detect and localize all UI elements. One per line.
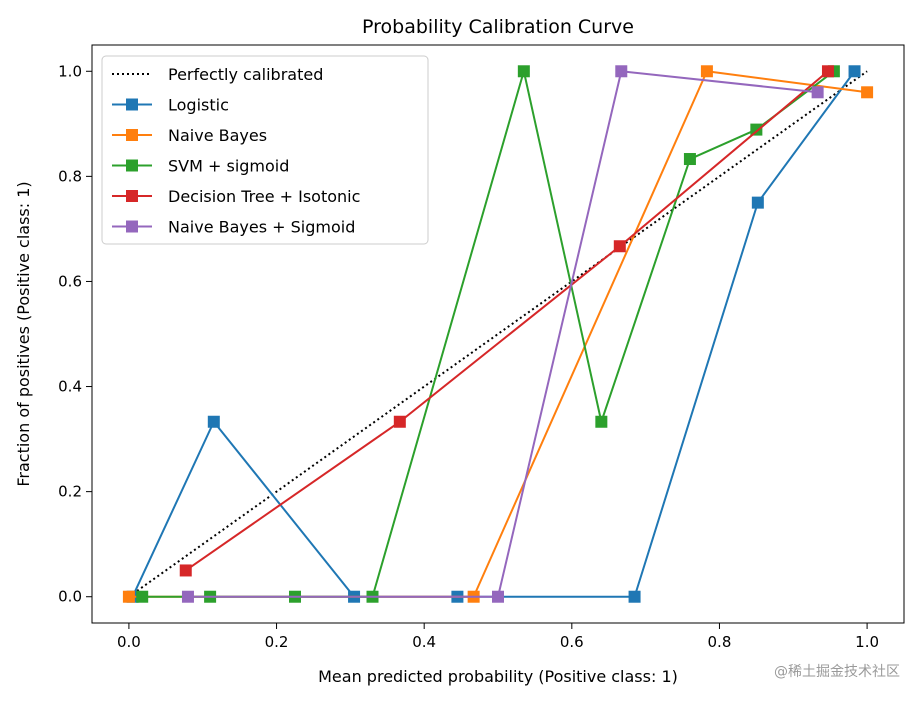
legend-label: SVM + sigmoid (168, 157, 289, 176)
legend-marker (126, 98, 138, 111)
legend-marker (126, 159, 138, 172)
data-point-naive-bayes-sigmoid (811, 86, 824, 99)
legend-label: Logistic (168, 96, 229, 115)
y-tick-label: 0.8 (58, 167, 82, 185)
data-point-svm-sigmoid (517, 65, 530, 78)
legend-box (101, 55, 429, 245)
legend-item-decision-tree-isotonic: Decision Tree + Isotonic (112, 187, 360, 206)
data-point-logistic (848, 65, 861, 78)
x-tick-label: 0.6 (560, 633, 584, 651)
legend-label: Decision Tree + Isotonic (168, 187, 360, 206)
y-tick-label: 0.6 (58, 272, 82, 290)
x-axis-label: Mean predicted probability (Positive cla… (318, 667, 678, 686)
x-tick-label: 1.0 (855, 633, 879, 651)
watermark: @稀土掘金技术社区 (774, 664, 900, 680)
legend-marker (126, 190, 138, 202)
data-point-logistic (751, 196, 764, 209)
data-point-naive-bayes (861, 86, 874, 99)
legend-item-naive-bayes-sigmoid: Naive Bayes + Sigmoid (112, 218, 355, 237)
legend-item-perfectly-calibrated: Perfectly calibrated (112, 65, 323, 84)
series-perfectly-calibrated (128, 70, 868, 598)
series-line-naive-bayes-sigmoid (187, 70, 818, 598)
data-point-naive-bayes-sigmoid (181, 590, 194, 603)
series-line-decision-tree-isotonic (185, 70, 829, 572)
data-point-naive-bayes-sigmoid (615, 65, 628, 78)
series-layer (122, 65, 874, 603)
legend-item-logistic: Logistic (112, 96, 229, 115)
x-tick-label: 0.0 (117, 633, 141, 651)
legend-label: Naive Bayes (168, 126, 267, 145)
data-point-svm-sigmoid (750, 123, 763, 136)
data-point-logistic (628, 590, 641, 603)
legend-item-svm-sigmoid: SVM + sigmoid (112, 157, 289, 176)
data-point-naive-bayes-sigmoid (492, 590, 504, 603)
legend-label: Naive Bayes + Sigmoid (168, 218, 355, 237)
y-axis-label: Fraction of positives (Positive class: 1… (14, 181, 33, 486)
legend: Perfectly calibrated Logistic Naive Bayes S… (101, 55, 429, 245)
series-decision-tree-isotonic (179, 65, 834, 577)
legend-item-naive-bayes: Naive Bayes (112, 126, 267, 145)
legend-label: Perfectly calibrated (168, 65, 323, 84)
y-tick-label: 0.0 (58, 588, 82, 606)
data-point-naive-bayes (700, 65, 713, 78)
data-point-decision-tree-isotonic (613, 240, 626, 253)
y-tick-label: 0.2 (58, 483, 82, 501)
x-axis-ticks: 0.0 0.2 0.4 0.6 0.8 1.0 (117, 623, 879, 651)
data-point-decision-tree-isotonic (179, 564, 192, 577)
chart-title: Probability Calibration Curve (362, 16, 634, 38)
data-point-decision-tree-isotonic (821, 65, 834, 78)
data-point-svm-sigmoid (595, 415, 608, 428)
series-line-perfectly-calibrated (128, 70, 868, 598)
y-axis-ticks: 0.0 0.2 0.4 0.6 0.8 1.0 (58, 62, 92, 606)
data-point-logistic (207, 415, 220, 428)
data-point-svm-sigmoid (136, 590, 149, 603)
data-point-svm-sigmoid (683, 153, 696, 166)
x-tick-label: 0.8 (708, 633, 732, 651)
series-naive-bayes-sigmoid (181, 65, 824, 603)
y-tick-label: 1.0 (58, 62, 82, 80)
plot-frame (91, 44, 905, 624)
x-tick-label: 0.4 (412, 633, 436, 651)
data-point-naive-bayes (122, 590, 135, 603)
y-tick-label: 0.4 (58, 378, 82, 396)
x-tick-label: 0.2 (265, 633, 289, 651)
legend-marker (126, 220, 138, 233)
legend-marker (126, 129, 138, 141)
data-point-decision-tree-isotonic (393, 415, 406, 428)
